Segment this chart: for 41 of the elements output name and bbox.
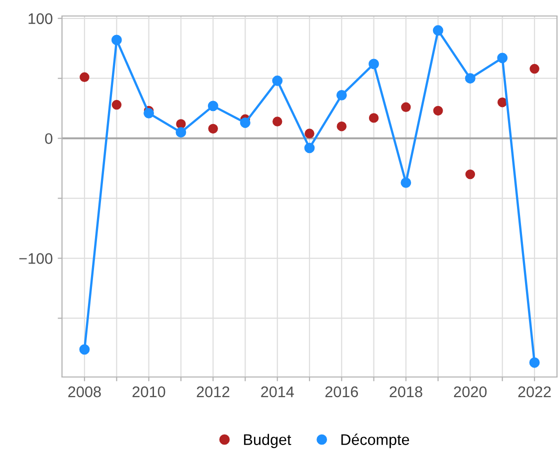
point xyxy=(240,118,250,128)
point xyxy=(304,142,315,154)
point xyxy=(304,128,314,138)
x-tick-label: 2010 xyxy=(132,386,166,398)
point xyxy=(272,116,282,126)
x-tick-label: 2018 xyxy=(390,386,422,398)
point xyxy=(111,34,122,46)
point xyxy=(432,25,444,36)
point xyxy=(176,127,186,138)
point xyxy=(368,113,379,123)
x-tick-label: 2014 xyxy=(261,386,294,398)
point xyxy=(272,76,283,86)
point xyxy=(465,169,476,180)
point xyxy=(336,90,347,100)
point xyxy=(112,100,122,110)
x-tick-label: 2008 xyxy=(68,386,101,398)
point xyxy=(79,344,90,355)
x-tick-label: 2020 xyxy=(454,386,487,398)
point xyxy=(400,178,412,188)
x-tick-label: 2016 xyxy=(325,386,358,398)
point xyxy=(336,121,347,132)
point xyxy=(368,58,379,70)
point xyxy=(208,100,218,112)
point xyxy=(497,97,508,108)
point xyxy=(401,102,411,112)
point xyxy=(530,64,540,74)
point xyxy=(176,119,186,129)
point xyxy=(529,357,540,368)
x-tick-label: 2022 xyxy=(518,386,551,398)
legend-label: Budget xyxy=(244,434,292,448)
point xyxy=(497,52,508,64)
y-tick-label: −100 xyxy=(19,253,52,264)
point xyxy=(144,108,154,118)
legend-label: Décompte xyxy=(341,434,410,448)
point xyxy=(433,106,443,116)
y-tick-label: 100 xyxy=(28,13,52,24)
x-tick-label: 2012 xyxy=(196,386,230,398)
y-tick-label: 0 xyxy=(45,133,52,144)
point xyxy=(465,73,476,84)
point xyxy=(208,124,218,134)
point xyxy=(80,72,90,82)
